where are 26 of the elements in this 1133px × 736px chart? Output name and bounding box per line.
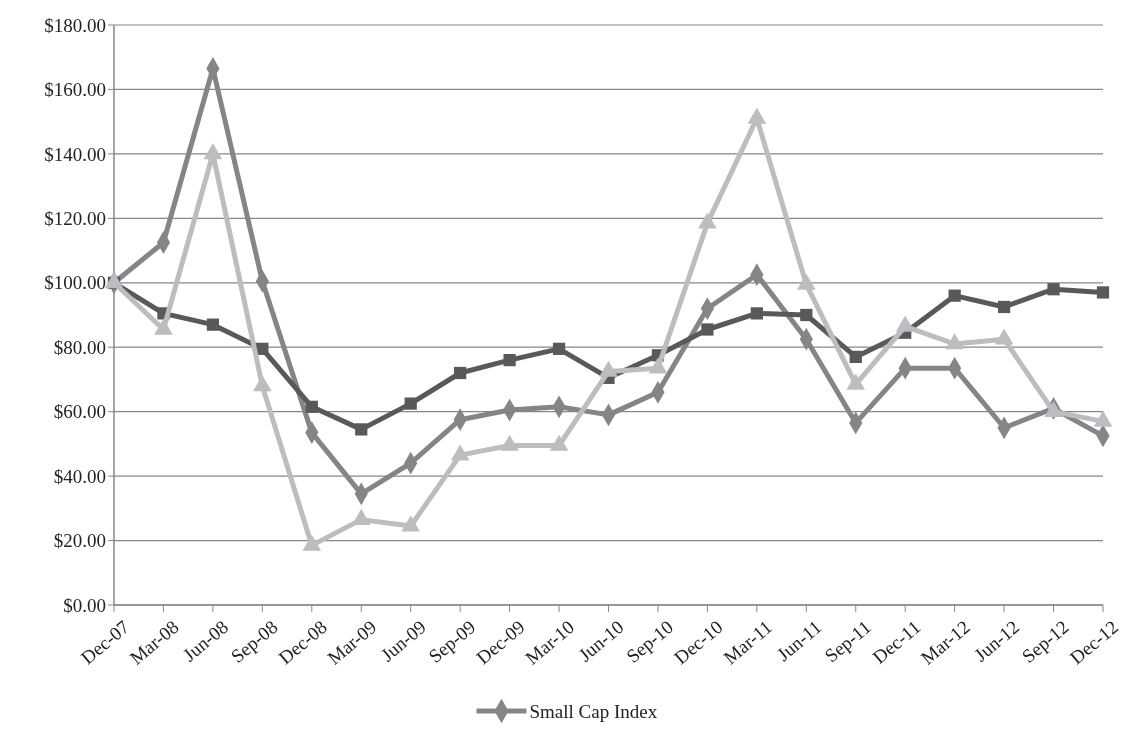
point [454, 366, 467, 380]
point [404, 397, 417, 410]
y-tick-label: $100.00 [44, 272, 106, 294]
y-tick-label: $140.00 [44, 143, 106, 165]
y-tick-label: $60.00 [53, 401, 106, 423]
y-tick-label: $180.00 [44, 14, 106, 36]
y-tick-label: $160.00 [44, 79, 106, 101]
point [1047, 283, 1060, 296]
point [503, 353, 516, 367]
point [305, 400, 318, 413]
point [849, 350, 862, 364]
point [552, 342, 566, 355]
point [750, 307, 763, 320]
legend-label: Small Cap Index [529, 700, 658, 722]
point [206, 318, 220, 331]
point [800, 308, 813, 322]
point [701, 323, 714, 336]
y-tick-label: $0.00 [63, 594, 106, 616]
y-tick-label: $120.00 [44, 207, 106, 229]
point [997, 300, 1011, 314]
y-tick-label: $20.00 [53, 530, 106, 552]
y-tick-label: $40.00 [53, 465, 106, 487]
point [1096, 286, 1110, 299]
point [948, 289, 961, 302]
point [355, 423, 368, 436]
y-tick-label: $80.00 [53, 336, 106, 358]
